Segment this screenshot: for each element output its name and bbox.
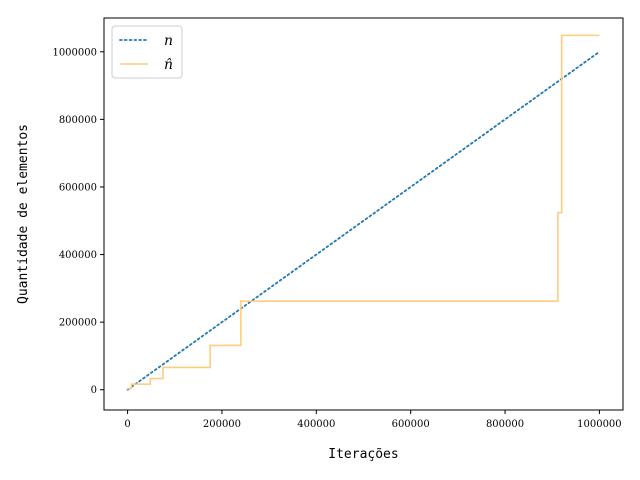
x-axis: 0 200000 400000 600000 800000 1000000 (124, 410, 622, 430)
plot-frame (103, 17, 624, 411)
series-line-n-hat (126, 34, 600, 390)
y-tick-label: 400000 (59, 250, 97, 261)
x-tick-label: 600000 (392, 419, 430, 430)
y-tick-label: 800000 (59, 115, 97, 126)
x-axis-label: Iterações (328, 447, 398, 462)
y-tick-label: 200000 (59, 318, 97, 329)
y-axis-label: Quantidade de elementos (16, 124, 31, 304)
series-line-n (126, 50, 601, 391)
y-axis: 0 200000 400000 600000 800000 1000000 (52, 47, 104, 396)
x-tick-label: 1000000 (577, 419, 622, 430)
x-tick-label: 800000 (486, 419, 524, 430)
y-tick-label: 0 (91, 385, 97, 396)
legend-box (111, 25, 183, 79)
legend-label-n: n (164, 33, 173, 49)
y-tick-label: 600000 (59, 182, 97, 193)
y-tick-label: 1000000 (52, 47, 97, 58)
x-tick-label: 200000 (203, 419, 241, 430)
x-tick-label: 400000 (297, 419, 335, 430)
x-tick-label: 0 (124, 419, 130, 430)
legend-label-n-hat: n̂ (164, 57, 173, 73)
legend: n n̂ (111, 25, 183, 79)
chart-marks (126, 34, 601, 391)
